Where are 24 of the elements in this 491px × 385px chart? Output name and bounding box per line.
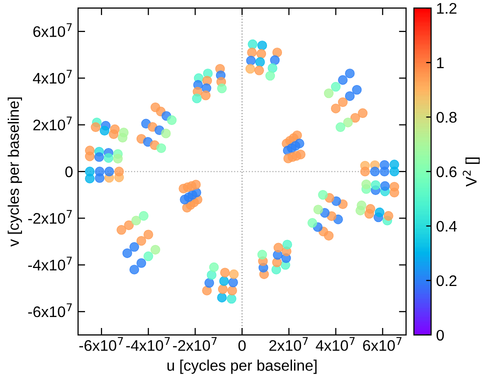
x-axis-title: u [cycles per baseline]: [167, 360, 317, 374]
color-bar-title: V$^{2}$ []: [462, 158, 480, 187]
y-tick-label: -4x10$^{7}$: [28, 256, 72, 270]
y-tick-label: 0: [65, 166, 73, 178]
x-tick-label: -4x10$^{7}$: [126, 337, 170, 351]
y-tick-label: 2x10$^{7}$: [33, 116, 72, 130]
y-axis-title: v [cycles per baseline]: [8, 97, 22, 247]
x-tick-label: -6x10$^{7}$: [79, 337, 123, 351]
x-tick-label: -2x10$^{7}$: [173, 337, 217, 351]
color-bar-label: 1.2: [437, 2, 456, 14]
color-bar-label: 0.2: [436, 275, 456, 286]
y-tick-label: 4x10$^{7}$: [32, 70, 72, 84]
y-tick-label: -2x10$^{7}$: [28, 210, 72, 224]
y-tick-label: -6x10$^{7}$: [28, 303, 72, 318]
y-tick-label: 6x10$^{7}$: [33, 23, 72, 38]
x-tick-label: 0: [238, 340, 246, 352]
color-bar-label: 0: [436, 330, 444, 341]
color-bar-label: 0.4: [436, 220, 457, 232]
color-bar-label: 1: [437, 58, 444, 68]
x-tick-label: 4x10$^{7}$: [316, 337, 355, 351]
x-tick-label: 2x10$^{7}$: [269, 337, 308, 351]
color-bar-label: 0.6: [436, 166, 457, 178]
color-bar-label: 0.8: [436, 112, 457, 123]
x-tick-label: 6x10$^{7}$: [363, 337, 402, 351]
